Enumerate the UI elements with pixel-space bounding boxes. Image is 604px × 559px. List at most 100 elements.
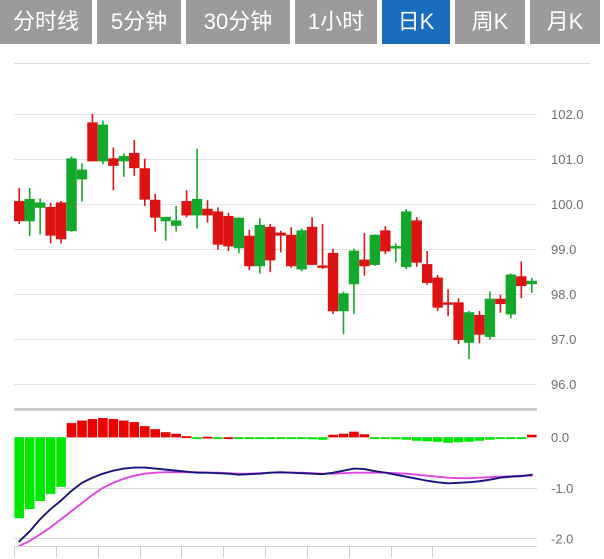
candlestick[interactable] <box>463 310 475 359</box>
candle-body <box>202 208 213 216</box>
candlestick[interactable] <box>24 188 35 237</box>
tab-monthk[interactable]: 月K <box>530 0 600 44</box>
tab-dayk[interactable]: 日K <box>382 0 450 44</box>
candlestick[interactable] <box>516 261 527 299</box>
macd-histogram-bar <box>390 437 401 440</box>
candlestick[interactable] <box>359 233 370 276</box>
candlestick[interactable] <box>150 193 161 232</box>
candle-body <box>45 206 56 236</box>
candle-body <box>401 211 412 268</box>
candlestick[interactable] <box>505 273 517 319</box>
candle-body <box>285 234 297 267</box>
candle-body <box>76 169 88 180</box>
candlestick[interactable] <box>181 190 192 218</box>
candlestick[interactable] <box>526 278 537 293</box>
candlestick[interactable] <box>34 198 46 235</box>
candlestick[interactable] <box>191 148 203 229</box>
tab-30min[interactable]: 30分钟 <box>186 0 290 44</box>
candlestick[interactable] <box>317 224 328 269</box>
tab-label: 30分钟 <box>203 9 273 34</box>
candlestick[interactable] <box>170 206 182 232</box>
candlestick[interactable] <box>484 291 496 340</box>
candlestick[interactable] <box>296 228 307 272</box>
candlestick[interactable] <box>97 120 109 165</box>
candlestick[interactable] <box>390 243 401 263</box>
macd-histogram-bar <box>422 437 432 442</box>
candlestick[interactable] <box>453 298 464 345</box>
candlestick[interactable] <box>139 158 150 206</box>
candle-body <box>505 274 517 315</box>
candlestick[interactable] <box>338 291 349 335</box>
macd-histogram-bar <box>24 437 35 510</box>
macd-histogram-bar <box>485 437 495 440</box>
candlestick[interactable] <box>369 234 381 266</box>
macd-histogram-bar <box>275 437 286 440</box>
candle-body <box>338 293 349 312</box>
tab-5min[interactable]: 5分钟 <box>97 0 181 44</box>
macd-histogram-bar <box>474 437 485 441</box>
candlestick[interactable] <box>45 202 56 244</box>
tab-timeline[interactable]: 分时线 <box>0 0 92 44</box>
candlestick[interactable] <box>118 153 130 177</box>
candle-body <box>108 158 119 166</box>
macd-histogram-bar <box>526 434 537 438</box>
candlestick[interactable] <box>285 227 297 268</box>
candlestick[interactable] <box>495 294 506 313</box>
candlestick[interactable] <box>87 113 98 162</box>
tab-1hour[interactable]: 1小时 <box>295 0 377 44</box>
candlestick[interactable] <box>254 218 266 274</box>
candle-body <box>380 230 391 252</box>
candlestick[interactable] <box>401 209 412 269</box>
macd-histogram-bar <box>401 437 412 440</box>
macd-histogram-bar <box>56 437 66 487</box>
candlestick[interactable] <box>474 310 485 344</box>
macd-histogram-bar <box>129 422 140 438</box>
candle-body <box>129 152 140 169</box>
candlestick[interactable] <box>160 216 171 241</box>
candlestick[interactable] <box>129 139 140 176</box>
tab-weekk[interactable]: 周K <box>455 0 525 44</box>
candlestick[interactable] <box>348 248 360 314</box>
candlestick[interactable] <box>202 200 213 223</box>
candlestick[interactable] <box>411 217 422 267</box>
candlestick[interactable] <box>55 201 67 244</box>
candlestick[interactable] <box>442 289 454 317</box>
candle-body <box>317 265 328 268</box>
candle-body <box>442 302 454 305</box>
candle-body <box>66 158 77 232</box>
candlestick[interactable] <box>76 163 88 202</box>
price-axis-label: 102.0 <box>551 107 584 122</box>
candlestick[interactable] <box>380 226 391 255</box>
candlestick[interactable] <box>14 188 25 224</box>
candlestick[interactable] <box>432 274 443 311</box>
candlestick[interactable] <box>306 217 318 265</box>
candle-body <box>118 156 130 162</box>
candlestick[interactable] <box>421 251 433 285</box>
macd-histogram-bar <box>244 437 255 440</box>
candle-body <box>327 252 339 312</box>
chart-area[interactable]: 102.0 101.0 100.0 99.0 98.0 97.0 96.0 0.0 -1.0 -2… <box>0 64 604 559</box>
macd-histogram-bar <box>77 420 87 438</box>
candlestick[interactable] <box>108 147 119 191</box>
tab-label: 周K <box>471 9 509 34</box>
macd-histogram-bar <box>453 437 464 443</box>
candlestick[interactable] <box>265 224 276 273</box>
candlestick[interactable] <box>66 156 77 232</box>
candle-body <box>359 259 370 267</box>
candlestick[interactable] <box>223 212 234 251</box>
macd-histogram-bar <box>66 423 77 438</box>
candle-body <box>181 201 192 216</box>
macd-histogram-bar <box>160 432 171 438</box>
candlestick[interactable] <box>275 230 286 253</box>
macd-histogram-bar <box>108 419 119 438</box>
macd-histogram-bar <box>411 437 422 441</box>
candlestick[interactable] <box>244 229 255 271</box>
candle-body <box>223 215 234 247</box>
period-tab-bar[interactable]: 分时线 5分钟 30分钟 1小时 日K 周K 月K <box>0 0 604 52</box>
candlestick[interactable] <box>233 217 245 254</box>
macd-histogram-bar <box>139 426 150 438</box>
macd-histogram-bar <box>213 437 223 440</box>
candlestick[interactable] <box>212 207 224 250</box>
macd-histogram-bar <box>286 437 296 440</box>
candlestick[interactable] <box>327 248 339 314</box>
